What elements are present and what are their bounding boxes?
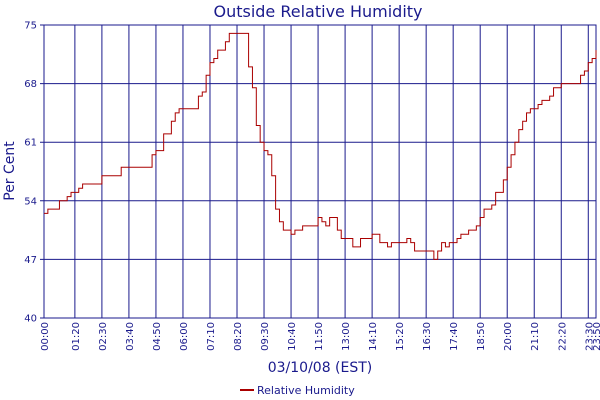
x-tick-label: 10:40 [287, 322, 298, 351]
x-tick-label: 15:20 [395, 322, 406, 351]
x-tick-label: 00:00 [40, 322, 51, 351]
x-tick-label: 13:00 [341, 322, 352, 351]
x-tick-label: 09:30 [260, 322, 271, 351]
x-tick-label: 17:40 [449, 322, 460, 351]
x-tick-label: 03:40 [125, 322, 136, 351]
x-tick-label: 14:10 [368, 322, 379, 351]
y-tick-labels: 40 47 54 61 68 75 [24, 21, 37, 325]
x-tick-label: 21:10 [530, 322, 541, 351]
y-tick-label: 68 [24, 79, 37, 90]
y-tick-label: 75 [24, 21, 37, 32]
y-tick-label: 47 [24, 255, 37, 266]
x-tick-label: 18:50 [476, 322, 487, 351]
chart-title: Outside Relative Humidity [213, 2, 422, 21]
x-tick-label: 22:20 [557, 322, 568, 351]
series-line-relative-humidity [44, 32, 597, 260]
x-tick-label: 08:20 [233, 322, 244, 351]
data-series [44, 32, 597, 260]
legend-label: Relative Humidity [257, 384, 355, 397]
x-tick-label: 23:50 [592, 322, 600, 351]
y-axis-label: Per Cent [2, 141, 18, 201]
y-tick-label: 40 [24, 314, 37, 325]
x-axis-label: 03/10/08 (EST) [268, 360, 373, 376]
x-tick-label: 07:10 [206, 322, 217, 351]
x-tick-label: 02:30 [98, 322, 109, 351]
x-tick-label: 23:30 [584, 322, 595, 351]
x-tick-label: 20:00 [503, 322, 514, 351]
y-tick-label: 54 [24, 196, 37, 207]
x-tick-labels: 00:00 01:20 02:30 03:40 04:50 06:00 07:10 08:20… [40, 322, 600, 351]
plot-area [43, 24, 597, 319]
x-tick-label: 06:00 [179, 322, 190, 351]
x-tick-label: 04:50 [152, 322, 163, 351]
x-tick-label: 16:30 [422, 322, 433, 351]
y-tick-label: 61 [24, 138, 37, 149]
legend: Relative Humidity [240, 384, 355, 397]
x-tick-label: 11:50 [314, 322, 325, 351]
x-tick-label: 01:20 [71, 322, 82, 351]
